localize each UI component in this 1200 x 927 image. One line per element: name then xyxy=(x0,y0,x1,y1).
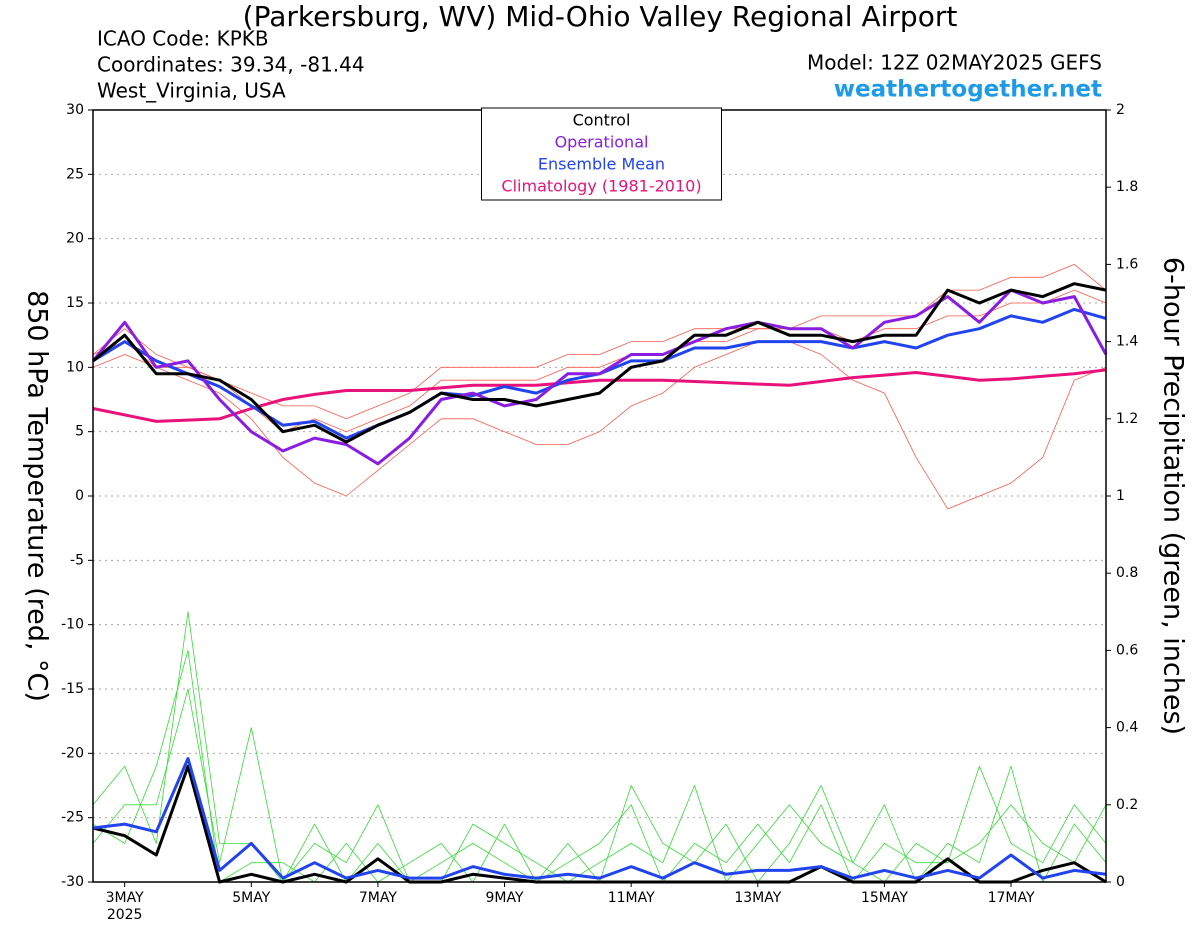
x-tick-label: 17MAY xyxy=(988,890,1035,906)
y-tick-label: 20 xyxy=(66,231,84,247)
y-tick-label: 30 xyxy=(66,102,84,118)
y2-tick-label: 1.2 xyxy=(1116,411,1138,427)
y-tick-label: -30 xyxy=(61,874,84,890)
series-line xyxy=(92,757,1107,880)
y-tick-label: 0 xyxy=(75,488,84,504)
site-label: weathertogether.net xyxy=(834,77,1102,103)
y2-tick-label: 1.6 xyxy=(1116,256,1138,272)
series-line xyxy=(92,368,1107,423)
y2-tick-label: 1 xyxy=(1116,488,1125,504)
x-tick-label: 5MAY xyxy=(232,890,270,906)
series-line xyxy=(92,264,1107,420)
x-tick-label: 15MAY xyxy=(861,890,908,906)
info-line: ICAO Code: KPKB xyxy=(97,27,269,51)
series-line xyxy=(92,341,1107,510)
legend-box xyxy=(481,107,722,201)
series-line xyxy=(92,611,1107,883)
y2-tick-label: 0.4 xyxy=(1116,720,1138,736)
series-line xyxy=(92,289,1107,433)
y-tick-label: 5 xyxy=(75,424,84,440)
y2-tick-label: 1.4 xyxy=(1116,334,1138,350)
x-tick-label: 11MAY xyxy=(608,890,655,906)
legend-label: Control xyxy=(573,111,631,130)
y2-tick-label: 0.6 xyxy=(1116,642,1138,658)
y2-tick-label: 1.8 xyxy=(1116,179,1138,195)
chart-title: (Parkersburg, WV) Mid-Ohio Valley Region… xyxy=(243,0,958,33)
y-axis-label: 850 hPa Temperature (red, °C) xyxy=(22,290,53,702)
x-tick-label: 7MAY xyxy=(359,890,397,906)
info-line: Coordinates: 39.34, -81.44 xyxy=(97,53,365,77)
y2-tick-label: 0.8 xyxy=(1116,565,1138,581)
info-line: West_Virginia, USA xyxy=(97,79,286,103)
y2-tick-label: 0.2 xyxy=(1116,797,1138,813)
x-tick-label: 9MAY xyxy=(486,890,524,906)
y-tick-label: 15 xyxy=(66,295,84,311)
legend-label: Ensemble Mean xyxy=(538,155,665,174)
x-sublabel: 2025 xyxy=(107,907,143,923)
x-tick-label: 13MAY xyxy=(734,890,781,906)
y2-tick-label: 0 xyxy=(1116,874,1125,890)
series-line xyxy=(92,688,1107,883)
y-tick-label: -20 xyxy=(61,745,84,761)
series-line xyxy=(92,282,1107,444)
y2-tick-label: 2 xyxy=(1116,102,1125,118)
y2-axis-label: 6-hour Precipitation (green, inches) xyxy=(1158,257,1189,735)
model-label: Model: 12Z 02MAY2025 GEFS xyxy=(807,51,1102,75)
legend-label: Climatology (1981-2010) xyxy=(501,177,701,196)
x-tick-label: 3MAY xyxy=(106,890,144,906)
y-tick-label: 25 xyxy=(66,166,84,182)
y-tick-label: -5 xyxy=(70,552,84,568)
y-tick-label: -15 xyxy=(61,681,84,697)
y-tick-label: 10 xyxy=(66,359,84,375)
y-tick-label: -10 xyxy=(61,617,84,633)
legend-label: Operational xyxy=(555,133,649,152)
y-tick-label: -25 xyxy=(61,810,84,826)
series-line xyxy=(92,764,1107,884)
